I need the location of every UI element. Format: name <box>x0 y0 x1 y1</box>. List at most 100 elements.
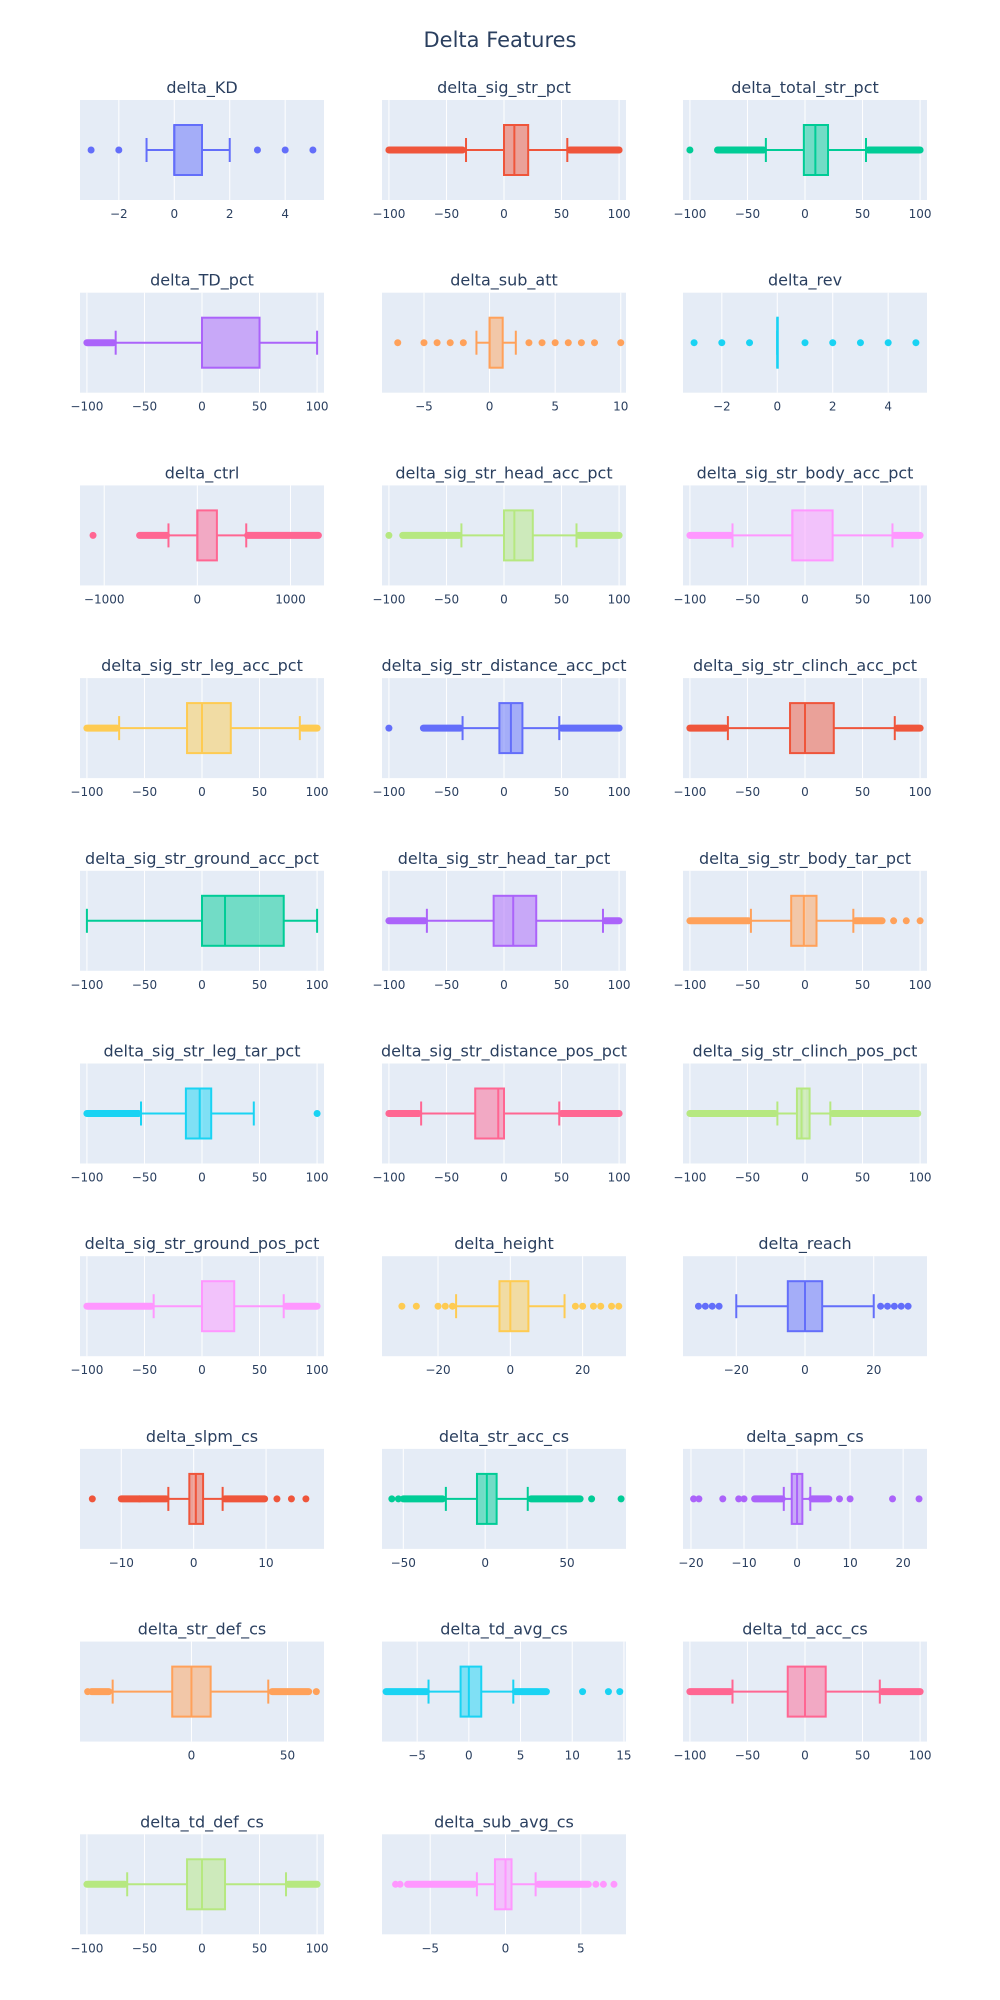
subplot-delta_sig_str_body_acc_pct: −100 −50 0 50 100 delta_sig_str_body_acc_pct <box>673 463 931 606</box>
subplot-delta_sig_str_leg_tar_pct: −100 −50 0 50 100 delta_sig_str_leg_tar_pct <box>70 1042 328 1185</box>
x-tick-label: −100 <box>673 1749 706 1763</box>
outlier-point <box>589 1302 597 1310</box>
outlier-point <box>801 339 809 347</box>
outlier-point <box>87 146 95 154</box>
x-tick-label: −100 <box>70 785 103 799</box>
x-tick-label: 20 <box>866 1363 881 1377</box>
x-tick-label: 0 <box>801 1171 809 1185</box>
subplot-delta_str_acc_cs: −50 0 50 delta_str_acc_cs <box>382 1427 626 1570</box>
box-iqr <box>201 316 261 369</box>
x-tick-label: −5 <box>421 1941 439 1955</box>
outlier-point <box>525 339 533 347</box>
x-tick-label: 0 <box>198 978 206 992</box>
outlier-point <box>835 1495 843 1503</box>
x-tick-label: −100 <box>673 1171 706 1185</box>
x-tick-label: −50 <box>132 785 157 799</box>
x-tick-label: 0 <box>502 1941 510 1955</box>
x-tick-label: 0 <box>801 785 809 799</box>
subplot-title: delta_sig_str_clinch_pos_pct <box>693 1042 918 1062</box>
outlier-point <box>617 1495 625 1503</box>
x-tick-label: −100 <box>372 1171 405 1185</box>
subplot-title: delta_sub_att <box>450 271 558 291</box>
subplot-title: delta_td_def_cs <box>140 1812 264 1832</box>
subplot-delta_ctrl: −1000 0 1000 delta_ctrl <box>80 463 324 606</box>
x-tick-label: 100 <box>306 1171 329 1185</box>
x-tick-label: 0 <box>801 207 809 221</box>
outlier-point <box>591 339 599 347</box>
x-tick-label: 0 <box>170 207 178 221</box>
subplot-delta_str_def_cs: 0 50 delta_str_def_cs <box>80 1620 324 1763</box>
outlier-point <box>617 339 625 347</box>
x-tick-label: −20 <box>678 1556 703 1570</box>
x-tick-label: −50 <box>132 400 157 414</box>
x-tick-label: 50 <box>252 978 267 992</box>
box-iqr <box>503 509 534 562</box>
outlier-point <box>88 1495 96 1503</box>
x-tick-label: 100 <box>608 978 631 992</box>
box-iqr <box>789 702 835 755</box>
subplot-title: delta_ctrl <box>165 463 240 483</box>
outlier-point <box>434 1302 442 1310</box>
x-tick-label: 50 <box>554 978 569 992</box>
x-tick-label: −100 <box>70 1941 103 1955</box>
x-tick-label: −50 <box>735 978 760 992</box>
x-tick-label: −50 <box>735 592 760 606</box>
x-tick-label: 100 <box>909 978 932 992</box>
outlier-point <box>916 917 924 925</box>
subplot-title: delta_sapm_cs <box>746 1427 864 1447</box>
outlier-point <box>253 146 261 154</box>
x-tick-label: 50 <box>554 785 569 799</box>
x-tick-label: −2 <box>110 207 128 221</box>
subplot-delta_slpm_cs: −10 0 10 delta_slpm_cs <box>80 1427 324 1570</box>
outlier-point <box>385 531 393 539</box>
outlier-point <box>690 1495 698 1503</box>
subplot-title: delta_slpm_cs <box>146 1427 258 1447</box>
box-iqr <box>488 316 504 369</box>
subplot-title: delta_sig_str_leg_tar_pct <box>104 1042 301 1062</box>
subplot-title: delta_sig_str_distance_acc_pct <box>381 656 626 676</box>
x-tick-label: 4 <box>884 400 892 414</box>
outlier-point <box>135 1495 143 1503</box>
subplot-delta_sig_str_distance_pos_pct: −100 −50 0 50 100 delta_sig_str_distance_pos_… <box>372 1042 630 1185</box>
x-tick-label: 100 <box>306 1941 329 1955</box>
x-tick-label: −50 <box>132 1363 157 1377</box>
outlier-point <box>577 339 585 347</box>
outlier-point <box>904 1302 912 1310</box>
subplot-title: delta_str_def_cs <box>138 1620 266 1640</box>
outlier-point <box>740 1495 748 1503</box>
x-tick-label: 100 <box>306 978 329 992</box>
subplot-delta_sig_str_clinch_pos_pct: −100 −50 0 50 100 delta_sig_str_clinch_pos_pc… <box>673 1042 931 1185</box>
x-tick-label: −1000 <box>84 592 125 606</box>
subplot-title: delta_height <box>454 1234 554 1254</box>
box-iqr <box>791 509 834 562</box>
outlier-point <box>396 1880 404 1888</box>
outlier-point <box>273 1495 281 1503</box>
subplot-title: delta_sig_str_ground_pos_pct <box>85 1234 320 1254</box>
outlier-point <box>912 339 920 347</box>
x-tick-label: −50 <box>434 1171 459 1185</box>
x-tick-label: 2 <box>829 400 837 414</box>
x-tick-label: 50 <box>252 400 267 414</box>
x-tick-label: 50 <box>252 785 267 799</box>
box-iqr <box>186 1858 227 1911</box>
x-tick-label: 50 <box>554 592 569 606</box>
x-tick-label: 1000 <box>275 592 306 606</box>
x-tick-label: 50 <box>280 1749 295 1763</box>
outlier-point <box>312 1688 320 1696</box>
x-tick-label: 0 <box>801 1363 809 1377</box>
subplot-title: delta_sig_str_clinch_acc_pct <box>693 656 917 676</box>
x-tick-label: −50 <box>434 785 459 799</box>
outlier-point <box>597 1302 605 1310</box>
box-iqr <box>492 894 538 947</box>
x-tick-label: −20 <box>425 1363 450 1377</box>
subplot-title: delta_sub_avg_cs <box>434 1812 574 1832</box>
subplot-delta_sub_avg_cs: −5 0 5 delta_sub_avg_cs <box>382 1812 626 1955</box>
outlier-point <box>718 339 726 347</box>
x-tick-label: 10 <box>613 400 628 414</box>
figure-title: Delta Features <box>423 28 577 52</box>
outlier-point <box>610 1880 618 1888</box>
subplot-delta_reach: −20 0 20 delta_reach <box>683 1234 927 1377</box>
box-iqr <box>201 894 285 947</box>
